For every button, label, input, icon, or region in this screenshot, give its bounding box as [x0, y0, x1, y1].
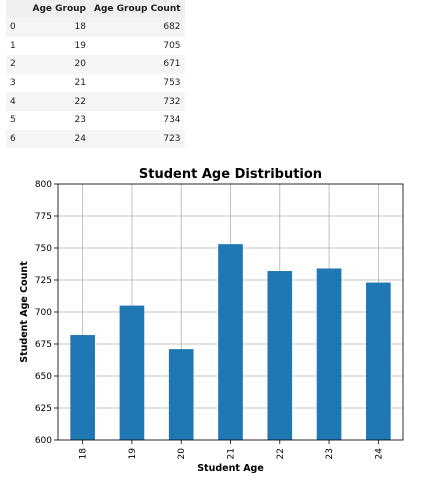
y-tick-label: 725	[35, 276, 52, 286]
row-count: 682	[163, 22, 181, 33]
x-tick-label: 21	[227, 448, 237, 459]
bar-age-18	[70, 335, 95, 440]
y-tick-label: 800	[35, 180, 52, 190]
row-age-group: 18	[74, 22, 86, 33]
chart-title: Student Age Distribution	[139, 167, 322, 182]
row-age-group: 19	[74, 40, 86, 51]
y-tick-label: 650	[35, 372, 52, 382]
x-axis-title: Student Age	[197, 463, 264, 474]
table-row: 2 20 671	[6, 55, 185, 74]
bar-layer	[70, 244, 391, 440]
table-row: 0 18 682	[6, 18, 185, 37]
y-tick-label: 600	[35, 436, 52, 446]
row-age-group: 22	[74, 96, 86, 107]
row-index: 3	[10, 78, 16, 89]
row-index: 1	[10, 40, 16, 51]
row-count: 705	[163, 40, 181, 51]
y-tick-label: 675	[35, 340, 52, 350]
tick-layer: 600 625 650 675 700 725 750 775 800 18 19 20 21 22 23 2…	[35, 180, 385, 459]
age-group-count-header: Age Group Count	[90, 0, 185, 18]
bar-age-19	[119, 305, 145, 440]
row-age-group: 21	[74, 78, 86, 89]
row-count: 732	[163, 96, 181, 107]
table-header-row: Age Group Age Group Count	[6, 0, 185, 18]
y-tick-label: 625	[35, 404, 52, 414]
y-tick-label: 700	[35, 308, 52, 318]
x-tick-label: 23	[325, 448, 335, 459]
x-tick-label: 18	[79, 448, 89, 460]
row-age-group: 20	[74, 59, 86, 70]
table-row: 5 23 734	[6, 110, 185, 130]
age-group-table: Age Group Age Group Count 0 18 682 1 19 …	[6, 0, 185, 149]
bar-age-22	[267, 271, 293, 440]
bar-age-20	[168, 349, 194, 440]
row-index: 0	[10, 22, 16, 33]
row-index: 4	[10, 96, 16, 107]
row-count: 671	[163, 59, 181, 70]
y-axis-title: Student Age Count	[19, 261, 30, 363]
row-index: 6	[10, 133, 16, 144]
bar-age-23	[316, 268, 342, 440]
y-tick-label: 775	[35, 212, 52, 222]
bar-age-21	[218, 244, 243, 440]
x-tick-label: 20	[177, 448, 187, 460]
table-row: 6 24 723	[6, 129, 185, 149]
table-row: 3 21 753	[6, 73, 185, 93]
y-tick-label: 750	[35, 244, 52, 254]
row-age-group: 24	[74, 133, 86, 144]
x-tick-label: 19	[128, 448, 138, 460]
row-index: 5	[10, 115, 16, 126]
x-tick-label: 24	[374, 448, 384, 460]
row-count: 723	[163, 133, 181, 144]
row-age-group: 23	[74, 115, 86, 126]
row-count: 753	[163, 78, 181, 89]
row-index: 2	[10, 59, 16, 70]
table-row: 4 22 732	[6, 92, 185, 111]
index-header	[6, 0, 28, 18]
row-count: 734	[163, 115, 181, 126]
age-group-header: Age Group	[28, 0, 90, 18]
table-row: 1 19 705	[6, 36, 185, 56]
bar-age-24	[366, 282, 391, 440]
x-tick-label: 22	[276, 448, 286, 459]
